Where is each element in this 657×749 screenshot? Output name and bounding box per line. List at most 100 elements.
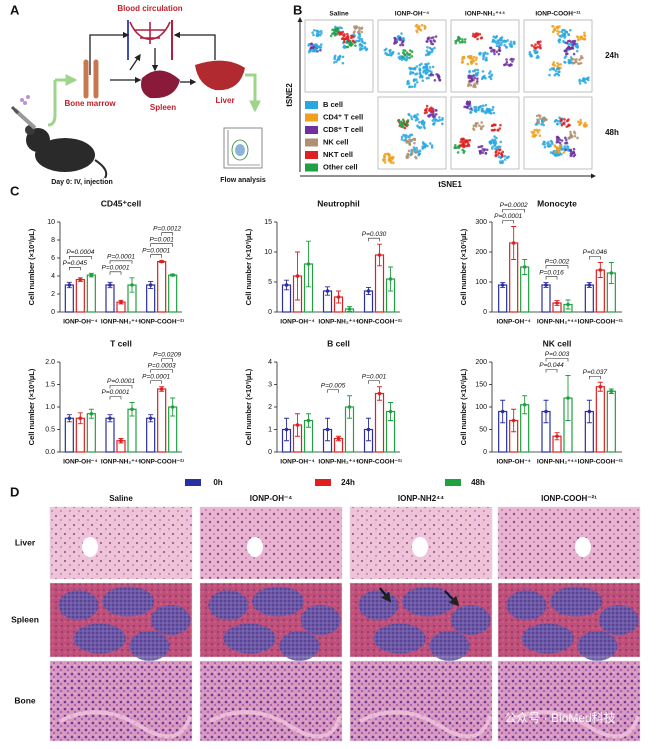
y-tick-label: 3 <box>268 381 272 388</box>
legend-label: NK cell <box>323 137 348 146</box>
tsne-point <box>319 48 322 52</box>
y-tick-label: 0 <box>483 449 487 456</box>
tsne-point <box>500 155 504 158</box>
white-pulp <box>373 623 426 654</box>
tsne-point <box>556 138 559 142</box>
y-axis-title: Cell number (×10³/µL) <box>27 228 36 305</box>
legend-swatch <box>305 101 318 109</box>
tsne-point <box>427 76 430 80</box>
significance-bracket <box>545 276 558 280</box>
tsne-point <box>571 57 574 61</box>
x-tick-label: IONP-OH⁻⁴ <box>280 319 314 326</box>
tsne-point <box>499 43 503 47</box>
tsne-point <box>574 60 578 64</box>
bar-mean-dot <box>67 416 72 421</box>
tsne-point <box>426 144 429 148</box>
tsne-point <box>569 28 572 32</box>
tsne-point <box>317 33 320 36</box>
p-value: P=0.046 <box>583 249 608 256</box>
tsne-point <box>392 155 395 159</box>
white-pulp <box>208 590 249 621</box>
tsne-point <box>485 148 489 152</box>
tsne-point <box>542 123 545 127</box>
tsne-point <box>496 128 499 132</box>
chart-title: Monocyte <box>537 198 577 208</box>
tsne-point <box>405 141 408 144</box>
tsne-point <box>438 118 442 122</box>
p-value: P=0.044 <box>539 362 564 369</box>
bar-mean-dot <box>347 405 352 409</box>
tsne-point <box>472 127 475 130</box>
bar-mean-dot <box>500 409 505 414</box>
tsne-point <box>470 80 473 83</box>
bar-mean-dot <box>347 307 352 311</box>
tsne-point <box>414 119 418 122</box>
tsne-point <box>578 79 582 83</box>
vessel <box>575 537 591 557</box>
tsne-point <box>484 151 488 155</box>
tsne-point <box>559 121 562 125</box>
arrow <box>444 590 460 607</box>
bar-mean-dot <box>336 295 341 299</box>
tsne-point <box>576 35 579 38</box>
tsne-point <box>346 32 349 36</box>
tsne-point <box>544 118 548 121</box>
p-value: P=0.0012 <box>153 225 181 232</box>
tsne-point <box>575 49 579 53</box>
tsne-point <box>410 117 414 121</box>
bar-mean-dot <box>119 300 123 304</box>
tsne-point <box>406 119 410 122</box>
p-value: P=0.0001 <box>142 247 170 254</box>
column-header: IONP-COOH⁻²¹ <box>541 494 597 503</box>
tsne-point <box>425 68 429 72</box>
tsne-point <box>466 102 469 105</box>
tsne-point <box>346 45 350 49</box>
tsne-point <box>429 73 433 77</box>
tsne-point <box>557 70 560 74</box>
tsne-point <box>409 70 413 74</box>
tsne-point <box>562 32 565 36</box>
bar-mean-dot <box>170 405 175 409</box>
tsne-point <box>579 57 583 60</box>
tsne-point <box>498 46 501 50</box>
tsne-point <box>401 118 405 122</box>
tsne-point <box>533 46 537 50</box>
tsne-point <box>383 158 387 161</box>
histology-image <box>200 661 342 741</box>
tsne-point <box>467 76 471 79</box>
tsne-point <box>347 39 350 43</box>
tsne-point <box>553 120 557 123</box>
tsne-point <box>382 154 386 158</box>
tsne-point <box>498 148 502 151</box>
tsne-point <box>555 135 559 139</box>
tsne-point <box>560 148 564 151</box>
y-tick-label: 10 <box>47 219 55 226</box>
bar-mean-dot <box>377 253 382 257</box>
tsne-point <box>492 111 496 115</box>
p-value: P=0.005 <box>321 382 346 389</box>
bar <box>157 261 167 313</box>
white-pulp <box>598 605 639 635</box>
tsne-point <box>569 148 572 152</box>
organ-label: Spleen <box>150 103 176 112</box>
column-header: IONP-NH2⁴⁴ <box>398 494 444 503</box>
bar-mean-dot <box>566 396 570 400</box>
tsne-point <box>476 71 480 75</box>
tsne-point <box>336 58 339 62</box>
bar-mean-dot <box>325 427 330 432</box>
tsne-point <box>499 161 502 165</box>
tsne-point <box>548 68 552 71</box>
bar-mean-dot <box>78 416 83 421</box>
legend-swatch <box>305 126 318 134</box>
tsne-point <box>567 149 570 152</box>
tsne-point <box>584 121 587 125</box>
x-tick-label: IONP-COOH⁻²¹ <box>139 319 184 326</box>
tsne-point <box>468 70 471 74</box>
tsne-point <box>427 70 430 73</box>
tsne-point <box>397 52 401 55</box>
p-value: P=0.0001 <box>494 213 522 220</box>
tsne-point <box>538 134 542 137</box>
tsne-point <box>454 41 458 45</box>
tsne-point <box>541 116 545 120</box>
tsne-point <box>582 124 586 128</box>
